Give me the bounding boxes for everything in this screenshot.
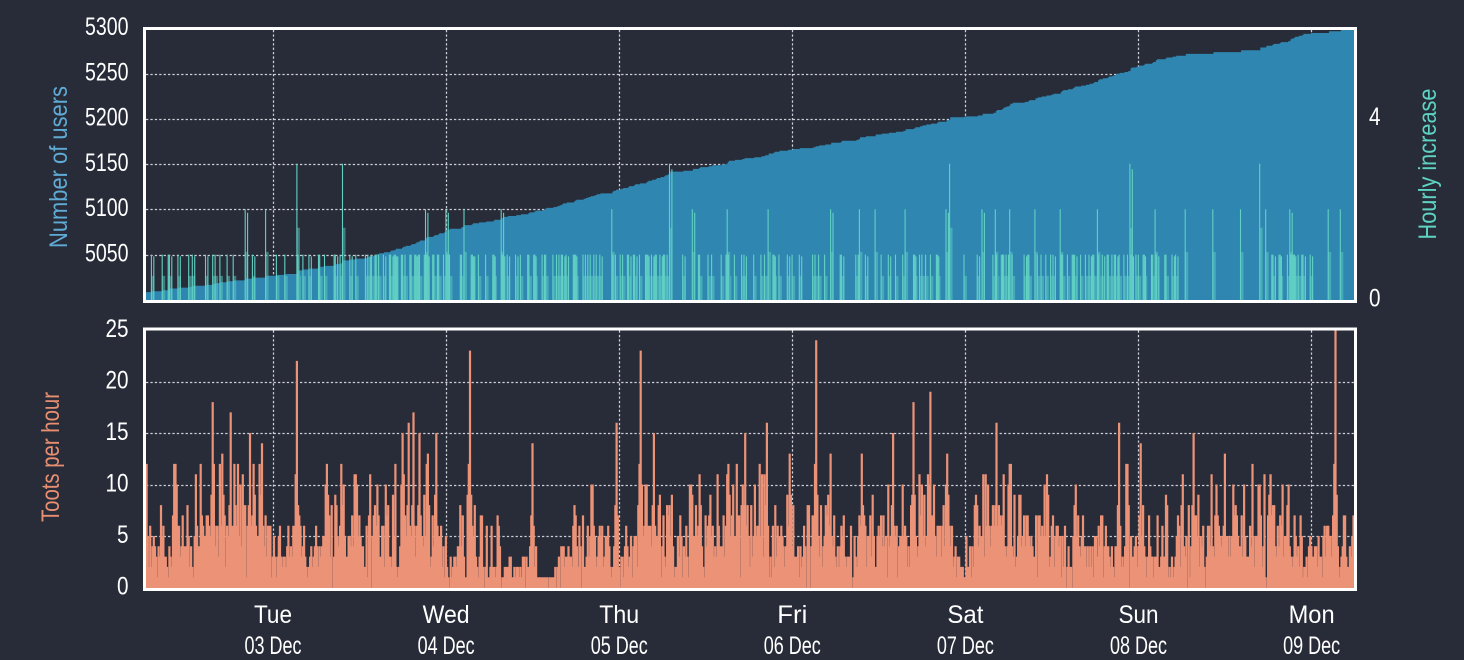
svg-text:04 Dec: 04 Dec xyxy=(418,632,475,660)
svg-text:Wed: Wed xyxy=(423,601,470,629)
svg-text:08 Dec: 08 Dec xyxy=(1110,632,1167,660)
svg-text:5200: 5200 xyxy=(85,104,129,132)
svg-text:10: 10 xyxy=(106,470,129,498)
svg-text:Number of users: Number of users xyxy=(45,86,73,248)
svg-text:Thu: Thu xyxy=(599,601,639,629)
svg-text:07 Dec: 07 Dec xyxy=(937,632,994,660)
svg-text:4: 4 xyxy=(1369,103,1381,131)
svg-text:06 Dec: 06 Dec xyxy=(764,632,821,660)
svg-text:0: 0 xyxy=(1369,285,1381,313)
svg-text:20: 20 xyxy=(106,367,129,395)
svg-text:03 Dec: 03 Dec xyxy=(245,632,302,660)
svg-text:Toots per hour: Toots per hour xyxy=(37,392,65,522)
svg-text:5100: 5100 xyxy=(85,194,129,222)
svg-text:0: 0 xyxy=(117,573,129,601)
svg-text:5250: 5250 xyxy=(85,58,129,86)
svg-text:5: 5 xyxy=(117,521,129,549)
svg-text:Mon: Mon xyxy=(1289,601,1335,629)
svg-text:5150: 5150 xyxy=(85,149,129,177)
svg-text:5300: 5300 xyxy=(85,13,129,41)
svg-text:Hourly increase: Hourly increase xyxy=(1414,89,1442,240)
svg-text:Tue: Tue xyxy=(254,601,292,629)
svg-text:25: 25 xyxy=(106,315,129,343)
svg-text:05 Dec: 05 Dec xyxy=(591,632,648,660)
svg-text:09 Dec: 09 Dec xyxy=(1283,632,1340,660)
svg-text:Sat: Sat xyxy=(947,601,983,629)
svg-text:5050: 5050 xyxy=(85,240,129,268)
svg-text:Sun: Sun xyxy=(1119,601,1159,629)
svg-text:15: 15 xyxy=(106,418,129,446)
svg-text:Fri: Fri xyxy=(777,601,807,629)
